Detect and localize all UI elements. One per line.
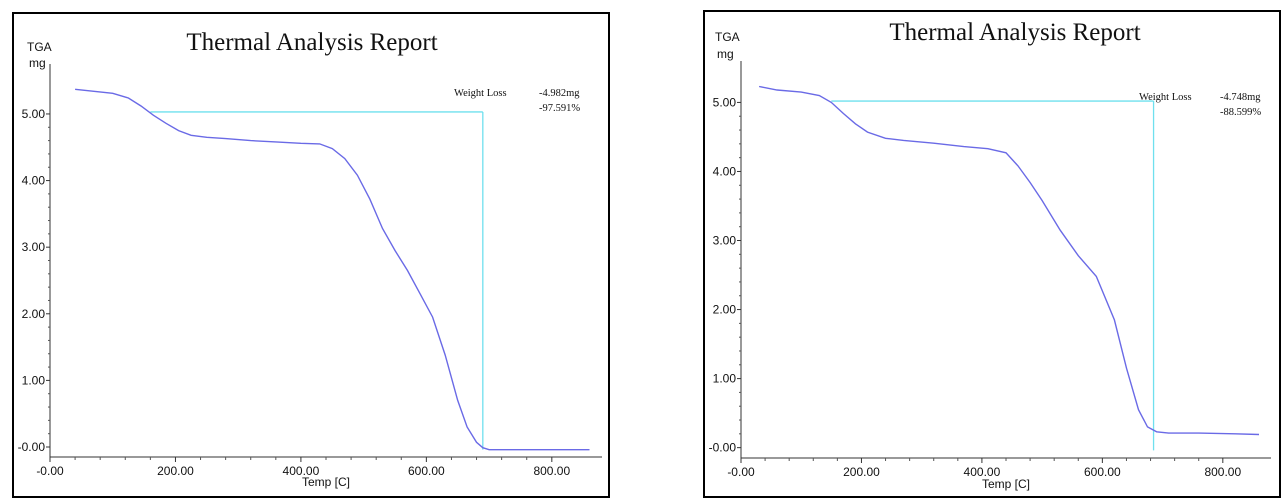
x-tick-label: 200.00 xyxy=(157,464,194,478)
weight-loss-label: Weight Loss xyxy=(454,88,507,99)
x-tick-label: 400.00 xyxy=(283,464,320,478)
y-tick-label: 4.00 xyxy=(22,174,46,188)
y-tick-label: 1.00 xyxy=(713,372,737,386)
y-tick-label: 2.00 xyxy=(713,303,737,317)
y-tick-label: 3.00 xyxy=(713,234,737,248)
tga-series-line xyxy=(758,85,1260,436)
weight-loss-mass: -4.982mg xyxy=(539,88,580,99)
y-tick-label: -0.00 xyxy=(709,441,737,455)
y-axis-label: TGA xyxy=(715,30,740,44)
chart-title: Thermal Analysis Report xyxy=(186,29,437,56)
chart-title: Thermal Analysis Report xyxy=(889,19,1140,46)
weight-loss-label: Weight Loss xyxy=(1139,92,1192,103)
weight-loss-percent: -97.591% xyxy=(539,103,580,114)
weight-loss-percent: -88.599% xyxy=(1220,107,1261,118)
tga-chart-1: Thermal Analysis Report TGA mg -0.00 1.00 2.0… xyxy=(12,12,610,498)
x-tick-label: 800.00 xyxy=(1204,465,1241,479)
y-axis-unit: mg xyxy=(717,47,734,61)
x-axis-label: Temp [C] xyxy=(982,477,1030,491)
weight-loss-mass: -4.748mg xyxy=(1220,92,1261,103)
y-tick-label: 2.00 xyxy=(22,307,46,321)
y-axis-unit: mg xyxy=(29,56,46,70)
y-axis-label: TGA xyxy=(27,40,52,54)
y-tick-label: -0.00 xyxy=(18,440,46,454)
y-tick-label: 1.00 xyxy=(22,373,46,387)
tga-series-line xyxy=(75,88,590,451)
y-tick-label: 5.00 xyxy=(713,95,737,109)
x-tick-label: 600.00 xyxy=(1084,465,1121,479)
x-tick-label: -0.00 xyxy=(36,464,64,478)
x-tick-label: 200.00 xyxy=(843,465,880,479)
x-tick-label: 600.00 xyxy=(408,464,445,478)
x-tick-label: 400.00 xyxy=(964,465,1001,479)
chart-svg: Thermal Analysis Report TGA mg -0.00 1.00 2.0… xyxy=(709,19,1271,491)
x-tick-label: -0.00 xyxy=(727,465,755,479)
y-tick-label: 3.00 xyxy=(22,240,46,254)
tga-chart-2: Thermal Analysis Report TGA mg -0.00 1.00 2.0… xyxy=(703,10,1281,498)
y-tick-label: 4.00 xyxy=(713,164,737,178)
x-axis-label: Temp [C] xyxy=(302,475,350,489)
x-tick-label: 800.00 xyxy=(533,464,570,478)
chart-svg: Thermal Analysis Report TGA mg -0.00 1.00 2.0… xyxy=(18,29,602,489)
y-tick-label: 5.00 xyxy=(22,107,46,121)
